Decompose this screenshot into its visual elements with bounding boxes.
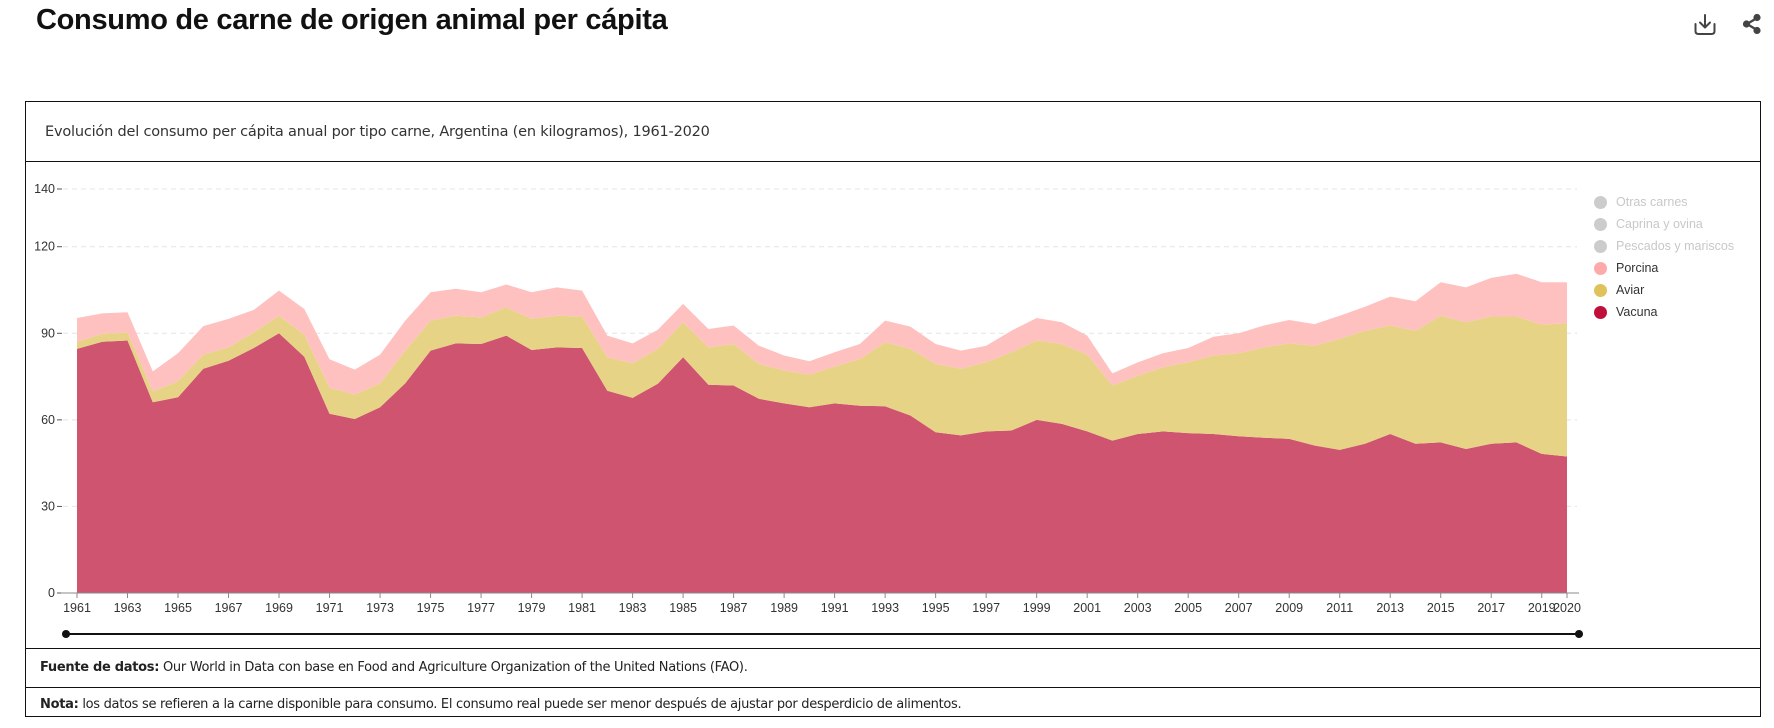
x-tick-label: 1997 bbox=[972, 601, 1000, 615]
share-icon[interactable] bbox=[1738, 10, 1766, 38]
y-tick-label: 120 bbox=[34, 240, 55, 254]
x-tick-label: 1995 bbox=[922, 601, 950, 615]
x-tick-label: 1983 bbox=[619, 601, 647, 615]
x-axis: 1961 1963 1965 1967 1969 1971 1973 1975 1977 1979… bbox=[63, 593, 1581, 615]
area-porcina bbox=[77, 273, 1567, 395]
legend-item[interactable]: Vacuna bbox=[1594, 301, 1734, 323]
chart-legend: Otras carnes Caprina y ovina Pescados y ma… bbox=[1594, 191, 1734, 323]
legend-label: Otras carnes bbox=[1616, 195, 1688, 209]
y-tick-label: 140 bbox=[34, 182, 55, 196]
legend-dot-icon bbox=[1594, 217, 1607, 231]
x-tick-label: 1961 bbox=[63, 601, 91, 615]
chart-card-header: Evolución del consumo per cápita anual p… bbox=[26, 102, 1760, 162]
x-tick-label: 1993 bbox=[871, 601, 899, 615]
y-axis: 0 30 60 90 120 140 bbox=[34, 182, 1579, 600]
note-text: los datos se refieren a la carne disponi… bbox=[78, 697, 962, 712]
x-tick-label: 1987 bbox=[720, 601, 748, 615]
area-series bbox=[77, 273, 1567, 593]
x-tick-label: 2009 bbox=[1275, 601, 1303, 615]
x-tick-label: 2020 bbox=[1553, 601, 1581, 615]
x-tick-label: 1973 bbox=[366, 601, 394, 615]
legend-dot-icon bbox=[1594, 305, 1607, 319]
data-source-row: Fuente de datos: Our World in Data con b… bbox=[26, 648, 1760, 687]
x-tick-label: 2003 bbox=[1124, 601, 1152, 615]
legend-label: Aviar bbox=[1616, 283, 1645, 297]
chart-subtitle: Evolución del consumo per cápita anual p… bbox=[45, 124, 710, 140]
legend-label: Caprina y ovina bbox=[1616, 217, 1703, 231]
x-tick-label: 1975 bbox=[417, 601, 445, 615]
x-tick-label: 1965 bbox=[164, 601, 192, 615]
y-tick-label: 60 bbox=[41, 413, 55, 427]
x-tick-label: 2013 bbox=[1376, 601, 1404, 615]
legend-dot-icon bbox=[1594, 283, 1607, 297]
x-tick-label: 2011 bbox=[1326, 601, 1353, 615]
note-row: Nota: los datos se refieren a la carne d… bbox=[26, 687, 1760, 717]
x-tick-label: 1963 bbox=[114, 601, 142, 615]
y-tick-label: 30 bbox=[41, 499, 55, 513]
slider-handle-start[interactable] bbox=[62, 630, 70, 638]
x-tick-label: 1967 bbox=[215, 601, 243, 615]
x-tick-label: 1999 bbox=[1023, 601, 1051, 615]
x-tick-label: 2017 bbox=[1477, 601, 1505, 615]
x-tick-label: 1989 bbox=[770, 601, 798, 615]
data-source-text: Our World in Data con base en Food and A… bbox=[159, 660, 748, 675]
x-tick-label: 1981 bbox=[568, 601, 596, 615]
legend-label: Porcina bbox=[1616, 261, 1659, 275]
legend-label: Vacuna bbox=[1616, 305, 1658, 319]
data-source-label: Fuente de datos: bbox=[40, 660, 160, 675]
x-tick-label: 1991 bbox=[821, 601, 849, 615]
x-tick-label: 1971 bbox=[316, 601, 344, 615]
x-tick-label: 2019 bbox=[1528, 601, 1556, 615]
note-label: Nota: bbox=[40, 697, 79, 712]
y-tick-label: 0 bbox=[48, 586, 55, 600]
x-tick-label: 1969 bbox=[265, 601, 293, 615]
slider-handle-end[interactable] bbox=[1575, 630, 1583, 638]
area-vacuna bbox=[77, 333, 1567, 593]
area-aviar bbox=[77, 307, 1567, 457]
legend-item[interactable]: Caprina y ovina bbox=[1594, 213, 1734, 235]
legend-item[interactable]: Porcina bbox=[1594, 257, 1734, 279]
x-tick-label: 1977 bbox=[467, 601, 495, 615]
legend-dot-icon bbox=[1594, 239, 1607, 253]
legend-dot-icon bbox=[1594, 195, 1607, 209]
download-icon[interactable] bbox=[1691, 10, 1719, 38]
x-tick-label: 2015 bbox=[1427, 601, 1455, 615]
legend-label: Pescados y mariscos bbox=[1616, 239, 1735, 253]
time-range-slider bbox=[62, 630, 1583, 638]
x-tick-label: 2007 bbox=[1225, 601, 1253, 615]
x-tick-label: 2005 bbox=[1174, 601, 1202, 615]
legend-item[interactable]: Otras carnes bbox=[1594, 191, 1734, 213]
x-tick-label: 2001 bbox=[1073, 601, 1101, 615]
y-tick-label: 90 bbox=[41, 326, 55, 340]
legend-dot-icon bbox=[1594, 261, 1607, 275]
legend-item[interactable]: Aviar bbox=[1594, 279, 1734, 301]
chart-card: Evolución del consumo per cápita anual p… bbox=[25, 101, 1761, 717]
x-tick-label: 1979 bbox=[518, 601, 546, 615]
page-title: Consumo de carne de origen animal per cá… bbox=[36, 4, 668, 36]
legend-item[interactable]: Pescados y mariscos bbox=[1594, 235, 1734, 257]
x-tick-label: 1985 bbox=[669, 601, 697, 615]
